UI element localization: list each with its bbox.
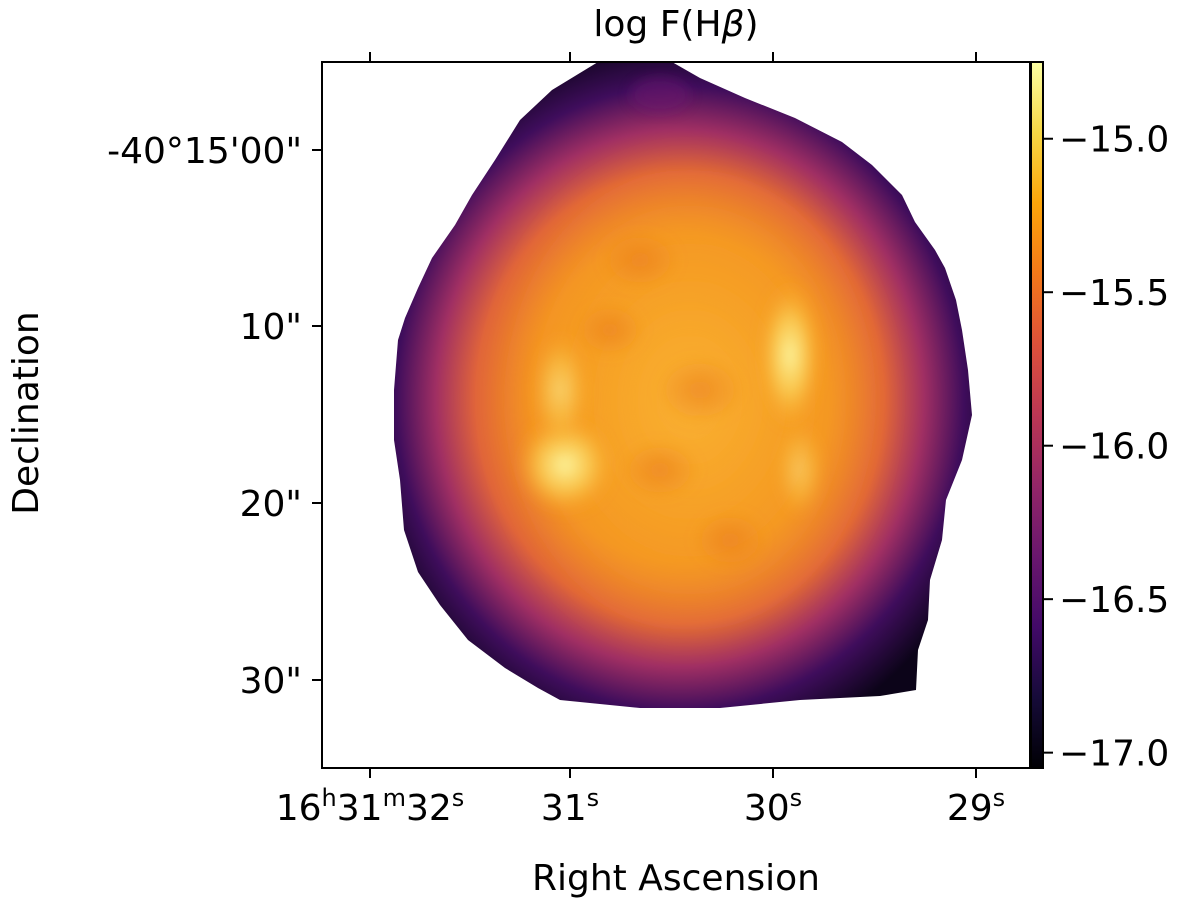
colorbar-tick-label-4: −17.0 bbox=[1059, 734, 1169, 775]
x-axis-ticks bbox=[369, 52, 977, 778]
colorbar: −15.0 −15.5 −16.0 −16.5 −17.0 bbox=[1030, 61, 1169, 775]
bright-east-rim bbox=[515, 415, 615, 515]
y-tick-label-0: -40°15'00" bbox=[107, 131, 302, 172]
y-axis-ticks bbox=[312, 149, 322, 681]
colorbar-ticks: −15.0 −15.5 −16.0 −16.5 −17.0 bbox=[1043, 120, 1169, 775]
y-tick-label-1: 10" bbox=[240, 307, 302, 348]
mottle-4 bbox=[620, 440, 700, 500]
colorbar-tick-label-1: −15.5 bbox=[1059, 273, 1169, 314]
mottle-1 bbox=[600, 230, 680, 290]
colorbar-tick-label-2: −16.0 bbox=[1059, 427, 1169, 468]
y-tick-label-3: 30" bbox=[240, 661, 302, 702]
x-tick-label-0: 16h31m32s bbox=[276, 784, 465, 829]
mottle-3 bbox=[655, 355, 745, 425]
x-tick-label-3: 29s bbox=[947, 784, 1005, 829]
x-tick-labels: 16h31m32s 31s 30s 29s bbox=[276, 784, 1005, 829]
mottle-2 bbox=[575, 302, 645, 358]
chart-title: log F(Hβ) bbox=[593, 4, 758, 45]
y-axis-label: Declination bbox=[6, 311, 47, 515]
colorbar-tick-label-3: −16.5 bbox=[1059, 580, 1169, 621]
bright-west-rim bbox=[758, 280, 822, 430]
y-tick-label-2: 20" bbox=[240, 484, 302, 525]
x-tick-label-2: 30s bbox=[744, 784, 802, 829]
west-rim-extension bbox=[774, 420, 826, 520]
top-faint-knot bbox=[630, 77, 690, 113]
x-tick-label-1: 31s bbox=[541, 784, 599, 829]
nebula-emission-map bbox=[394, 62, 972, 708]
image-panel: 16h31m32s 31s 30s 29s -40°15'00" 10" 20"… bbox=[6, 4, 1031, 899]
y-tick-labels: -40°15'00" 10" 20" 30" bbox=[107, 131, 302, 702]
colorbar-tick-label-0: −15.0 bbox=[1059, 120, 1169, 161]
x-axis-label: Right Ascension bbox=[532, 858, 820, 899]
mottle-5 bbox=[692, 510, 768, 570]
colorbar-frame bbox=[1030, 61, 1044, 769]
colorbar-gradient bbox=[1031, 62, 1043, 768]
east-rim-extension bbox=[530, 330, 590, 450]
